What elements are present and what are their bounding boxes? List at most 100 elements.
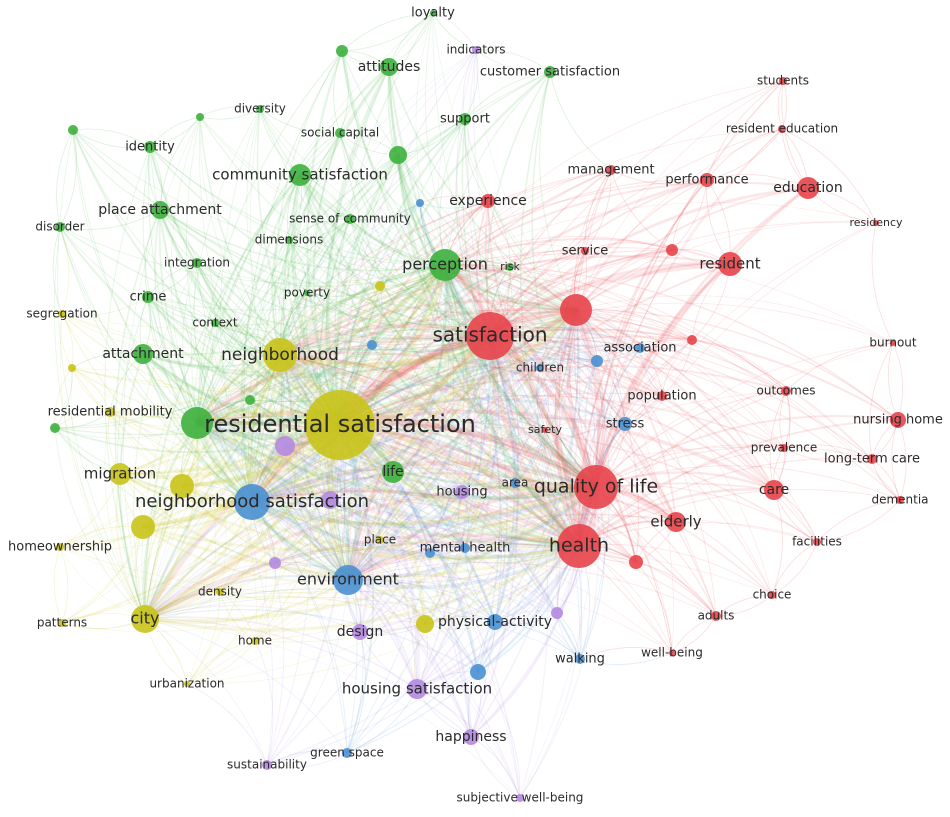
edge xyxy=(279,351,775,491)
edge xyxy=(251,460,597,505)
node xyxy=(591,355,603,367)
edge xyxy=(251,392,663,503)
node-label: long-term care xyxy=(824,452,920,467)
edge xyxy=(219,545,580,606)
edge xyxy=(251,308,578,504)
edge xyxy=(279,354,637,563)
edge xyxy=(144,588,496,623)
edge xyxy=(249,108,349,581)
edge xyxy=(897,419,907,501)
edge xyxy=(579,652,673,665)
edge xyxy=(487,200,597,488)
edge xyxy=(196,422,331,501)
edge xyxy=(475,49,551,73)
edge xyxy=(196,202,421,424)
edge xyxy=(584,242,673,252)
node-label: green space xyxy=(310,746,384,760)
edge xyxy=(444,264,558,614)
edge xyxy=(595,484,818,543)
edge xyxy=(397,154,577,311)
node xyxy=(657,391,667,401)
edge xyxy=(247,354,282,503)
edge xyxy=(444,263,577,312)
node xyxy=(335,128,345,138)
edge xyxy=(514,309,577,484)
edge xyxy=(339,419,598,490)
edge xyxy=(144,605,361,633)
edge xyxy=(251,501,426,625)
edge xyxy=(61,313,253,503)
edge xyxy=(419,202,577,311)
edge xyxy=(464,49,479,120)
edge xyxy=(575,187,809,311)
edge xyxy=(278,354,350,581)
node-label: loyalty xyxy=(411,6,455,21)
edge xyxy=(279,328,598,362)
node xyxy=(813,538,821,546)
edge xyxy=(392,470,597,500)
edge xyxy=(254,309,577,642)
node xyxy=(542,427,548,433)
node-label: patterns xyxy=(37,616,87,630)
edge xyxy=(251,501,479,673)
node xyxy=(764,480,784,500)
edge xyxy=(196,422,479,673)
edge xyxy=(249,335,491,403)
edge xyxy=(558,169,612,547)
edge xyxy=(250,308,577,504)
edge xyxy=(196,262,216,324)
edge xyxy=(464,335,500,549)
edge xyxy=(219,562,276,593)
edge xyxy=(578,347,641,547)
edge xyxy=(279,354,426,625)
node xyxy=(797,177,819,199)
edge xyxy=(578,489,901,547)
edge xyxy=(489,329,787,392)
edge xyxy=(196,262,349,581)
edge xyxy=(266,579,349,766)
edge xyxy=(61,579,349,633)
edge xyxy=(251,501,361,633)
node xyxy=(211,319,219,327)
edge xyxy=(144,491,463,620)
edge xyxy=(298,174,580,548)
edge xyxy=(251,467,516,503)
edge xyxy=(470,335,519,738)
node-label: housing xyxy=(436,485,487,500)
edge xyxy=(306,50,344,426)
edge xyxy=(144,543,466,620)
edge xyxy=(196,422,466,549)
edge xyxy=(214,309,577,350)
edge xyxy=(242,239,290,503)
node-label: children xyxy=(516,361,564,375)
edge xyxy=(196,422,361,633)
edge xyxy=(359,335,492,633)
edge xyxy=(196,422,274,766)
edge xyxy=(339,378,663,426)
node-label: walking xyxy=(555,652,605,667)
edge xyxy=(147,296,216,324)
edge xyxy=(144,578,349,625)
node xyxy=(58,310,66,318)
node xyxy=(105,407,115,417)
edge xyxy=(72,129,281,356)
edge xyxy=(334,12,434,426)
edge xyxy=(575,309,773,596)
edge xyxy=(339,250,586,426)
edge xyxy=(196,154,399,424)
edge xyxy=(347,573,558,614)
edge xyxy=(196,358,541,424)
edge xyxy=(388,66,577,311)
edge xyxy=(771,541,818,596)
edge xyxy=(489,319,693,341)
edge xyxy=(329,335,492,502)
node-label: integration xyxy=(164,256,230,270)
edge xyxy=(142,309,577,375)
edge xyxy=(573,169,612,488)
node-label: facilities xyxy=(792,535,842,549)
edge xyxy=(425,12,491,337)
node-label: sustainability xyxy=(227,758,307,772)
node xyxy=(289,164,311,186)
node xyxy=(416,199,424,207)
edge xyxy=(274,545,580,584)
